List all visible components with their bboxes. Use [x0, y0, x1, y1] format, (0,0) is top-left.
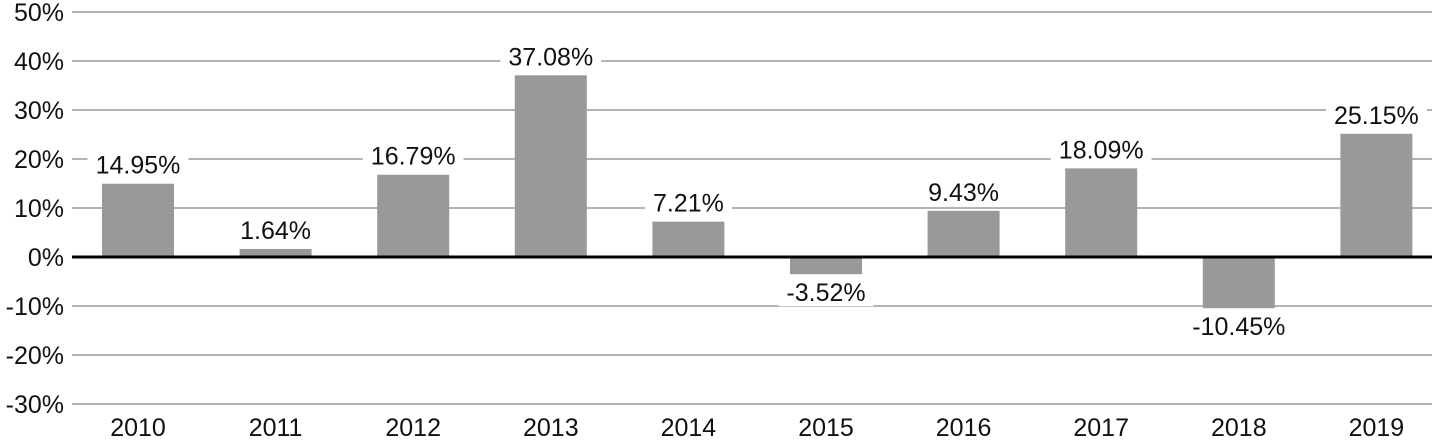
y-tick-label: -10%: [6, 293, 64, 321]
data-label-background: [644, 190, 732, 217]
x-tick-label: 2018: [1211, 414, 1267, 442]
data-label-background: [1326, 102, 1427, 129]
y-tick-label: 10%: [14, 195, 64, 223]
data-label-background: [920, 179, 1008, 206]
x-tick-label: 2011: [249, 414, 303, 442]
data-label: 18.09%: [1059, 136, 1144, 164]
bar: [377, 174, 450, 257]
data-label-group: -10.45%: [1184, 313, 1294, 341]
y-tick-label: -20%: [6, 342, 64, 370]
x-tick-label: 2010: [110, 414, 166, 442]
data-label: 14.95%: [96, 152, 181, 180]
bars: [102, 75, 1413, 309]
y-tick-label: -30%: [6, 391, 64, 419]
y-tick-label: 40%: [14, 48, 64, 76]
bar: [239, 248, 312, 257]
y-tick-label: 50%: [14, 0, 64, 27]
data-label: 7.21%: [653, 190, 724, 218]
bar: [514, 75, 587, 257]
data-label: 16.79%: [371, 143, 456, 171]
x-tick-label: 2019: [1349, 414, 1405, 442]
x-tick-label: 2014: [661, 414, 717, 442]
y-axis-tick-labels: 50% 40% 30% 20% 10% 0% -10% -20% -30%: [6, 0, 64, 419]
x-tick-label: 2016: [936, 414, 992, 442]
data-label-background: [778, 280, 874, 307]
data-label-background: [500, 44, 602, 71]
data-label: 25.15%: [1334, 102, 1419, 130]
data-label-group: 7.21%: [644, 190, 732, 218]
data-label: 9.43%: [928, 179, 999, 207]
x-tick-label: 2017: [1073, 414, 1129, 442]
bar: [927, 210, 1000, 257]
bar: [1340, 133, 1413, 257]
data-label-group: -3.52%: [778, 279, 874, 307]
y-tick-label: 0%: [28, 244, 64, 272]
data-label-group: 9.43%: [920, 179, 1008, 207]
bar: [102, 183, 174, 257]
bar: [1202, 257, 1275, 309]
data-label: 37.08%: [508, 43, 593, 71]
data-label-background: [362, 143, 464, 170]
bar: [1065, 168, 1138, 257]
data-label-background: [1184, 314, 1294, 341]
x-tick-label: 2013: [523, 414, 579, 442]
data-labels: 14.95% 1.64% 16.79% 37.08% 7.21% -3.52% 9.43% 1…: [87, 43, 1427, 341]
data-label-group: 25.15%: [1326, 102, 1427, 130]
data-label: 1.64%: [240, 217, 311, 245]
x-tick-label: 2012: [385, 414, 441, 442]
x-tick-label: 2015: [798, 414, 854, 442]
data-label: -3.52%: [786, 279, 865, 307]
data-label-group: 18.09%: [1050, 136, 1152, 164]
x-axis-tick-labels: 2010 2011 2012 2013 2014 2015 2016 2017 2018 2019: [110, 414, 1404, 442]
data-label: -10.45%: [1192, 313, 1285, 341]
y-tick-label: 20%: [14, 146, 64, 174]
bar: [652, 221, 725, 257]
gridlines: [72, 11, 1432, 405]
bar: [790, 257, 862, 275]
y-tick-label: 30%: [14, 97, 64, 125]
data-label-group: 16.79%: [362, 143, 464, 171]
data-label-group: 37.08%: [500, 43, 602, 71]
data-label-background: [1050, 137, 1152, 164]
data-label-background: [87, 152, 189, 179]
data-label-group: 14.95%: [87, 152, 189, 180]
data-label-group: 1.64%: [232, 217, 320, 245]
data-label-background: [232, 217, 320, 244]
